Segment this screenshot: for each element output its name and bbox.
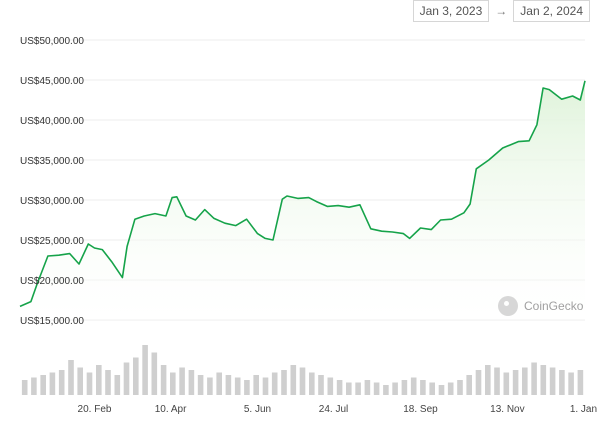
volume-bar (327, 377, 334, 395)
x-tick-label: 20. Feb (78, 404, 112, 415)
volume-bar (123, 362, 130, 395)
volume-bar (179, 367, 185, 395)
volume-bar (77, 367, 83, 395)
volume-bar (114, 375, 121, 395)
volume-bar (216, 372, 222, 395)
volume-bar (346, 382, 352, 395)
volume-bar (318, 375, 324, 395)
y-tick-label: US$35,000.00 (20, 156, 84, 167)
end-date-field[interactable]: Jan 2, 2024 (513, 0, 590, 22)
x-tick-label: 5. Jun (244, 404, 271, 415)
price-area-fill (20, 80, 585, 320)
volume-bar (151, 352, 158, 395)
volume-bar (559, 370, 565, 395)
volume-bar (207, 377, 213, 395)
volume-layer (21, 345, 584, 395)
volume-bar (355, 382, 361, 395)
volume-bar (438, 385, 445, 395)
x-tick-label: 18. Sep (403, 404, 438, 415)
y-axis: US$50,000.00 US$45,000.00 US$40,000.00 US$3… (20, 36, 84, 327)
volume-bar (21, 380, 28, 395)
volume-bar (96, 365, 102, 395)
coingecko-icon (498, 296, 518, 316)
volume-bar (49, 372, 56, 395)
volume-bar (336, 380, 343, 395)
date-range-picker: Jan 3, 2023 → Jan 2, 2024 (412, 0, 590, 22)
watermark-text: CoinGecko (524, 299, 584, 313)
volume-bar (170, 372, 176, 395)
volume-bar (40, 375, 46, 395)
x-axis: 20. Feb 10. Apr 5. Jun 24. Jul 18. Sep 13. No… (78, 404, 598, 415)
volume-bar (494, 367, 500, 395)
volume-bar (58, 370, 65, 395)
volume-bar (281, 370, 287, 395)
x-tick-label: 1. Jan (570, 404, 597, 415)
volume-bar (420, 380, 426, 395)
volume-bar (512, 370, 519, 395)
y-tick-label: US$40,000.00 (20, 116, 84, 127)
volume-bar (197, 375, 204, 395)
volume-bar (142, 345, 148, 395)
volume-bar (522, 367, 528, 395)
price-line (19, 80, 586, 308)
volume-bar (475, 370, 482, 395)
volume-bar (86, 372, 93, 395)
volume-bar (401, 380, 408, 395)
volume-bar (31, 377, 37, 395)
x-tick-label: 13. Nov (490, 404, 524, 415)
start-date-field[interactable]: Jan 3, 2023 (412, 0, 490, 22)
coingecko-watermark: CoinGecko (498, 296, 583, 316)
volume-bar (568, 372, 574, 395)
volume-bar (244, 380, 250, 395)
volume-bar (577, 370, 584, 395)
volume-bar (188, 370, 195, 395)
volume-bar (540, 365, 547, 395)
volume-bar (485, 365, 491, 395)
volume-bar (271, 372, 278, 395)
volume-bar (105, 370, 111, 395)
volume-bar (429, 382, 435, 395)
volume-bar (531, 362, 537, 395)
volume-bar (309, 372, 315, 395)
y-tick-label: US$15,000.00 (20, 316, 84, 327)
volume-bar (410, 377, 417, 395)
x-tick-label: 10. Apr (155, 404, 187, 415)
volume-bar (503, 372, 510, 395)
volume-bar (299, 367, 306, 395)
volume-bar (68, 360, 74, 395)
range-arrow-icon: → (495, 4, 508, 18)
y-tick-label: US$45,000.00 (20, 76, 84, 87)
volume-bar (160, 365, 167, 395)
volume-bar (234, 377, 241, 395)
volume-bar (466, 375, 472, 395)
volume-bar (392, 382, 398, 395)
y-tick-label: US$50,000.00 (20, 36, 84, 47)
area-layer (19, 80, 586, 320)
volume-bar (447, 382, 454, 395)
volume-bar (457, 380, 463, 395)
y-tick-label: US$25,000.00 (20, 236, 84, 247)
volume-bar (253, 375, 259, 395)
volume-bar (225, 375, 232, 395)
y-tick-label: US$30,000.00 (20, 196, 84, 207)
volume-bar (373, 382, 380, 395)
x-tick-label: 24. Jul (319, 404, 348, 415)
volume-bar (364, 380, 371, 395)
volume-bar (549, 367, 556, 395)
y-tick-label: US$20,000.00 (20, 276, 84, 287)
volume-bar (290, 365, 297, 395)
volume-bar (262, 377, 269, 395)
volume-bar (133, 357, 139, 395)
volume-bar (383, 385, 389, 395)
